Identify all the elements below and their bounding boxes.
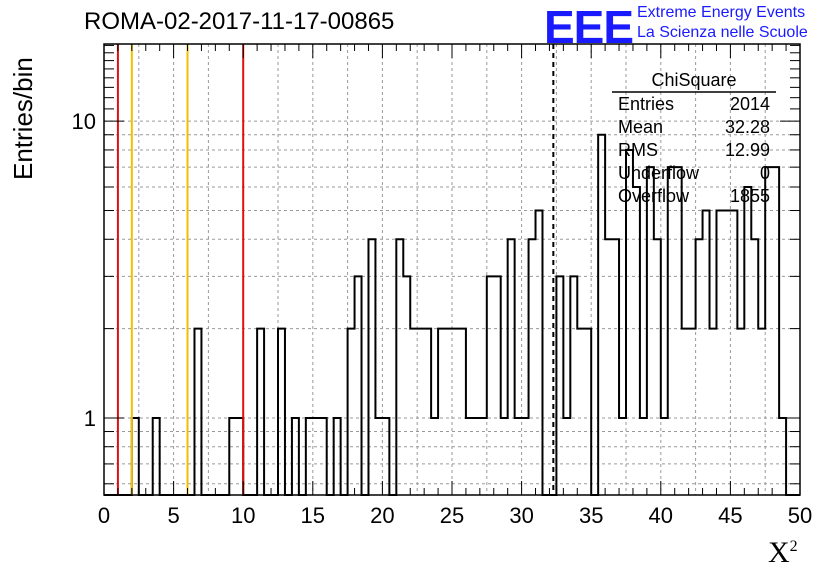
stats-row-label: RMS xyxy=(618,140,658,160)
x-tick-label: 20 xyxy=(370,503,394,528)
histogram-bin xyxy=(355,276,362,495)
histogram-bin xyxy=(278,329,285,495)
y-tick-label: 10 xyxy=(72,109,96,134)
stats-row-label: Underflow xyxy=(618,163,700,183)
histogram-bin xyxy=(696,239,703,495)
histogram-bin xyxy=(194,329,201,495)
x-tick-label: 15 xyxy=(301,503,325,528)
x-tick-label: 30 xyxy=(509,503,533,528)
x-axis-label: X2 xyxy=(768,536,798,570)
histogram-bin xyxy=(758,329,765,495)
histogram-bin xyxy=(494,276,501,495)
histogram-bin xyxy=(424,329,431,495)
histogram-bin xyxy=(612,239,619,495)
histogram-bin xyxy=(682,329,689,495)
branding-line-2: La Scienza nelle Scuole xyxy=(637,24,808,41)
histogram-bin xyxy=(668,167,675,495)
histogram-bin xyxy=(772,167,779,495)
histogram-bin xyxy=(403,276,410,495)
x-axis-label-base: X xyxy=(768,536,790,569)
histogram-bin xyxy=(605,239,612,495)
histogram-bin xyxy=(654,239,661,495)
stats-row-label: Overflow xyxy=(618,186,690,206)
x-tick-label: 45 xyxy=(718,503,742,528)
stats-row-label: Mean xyxy=(618,117,663,137)
histogram-bin xyxy=(257,329,264,495)
histogram-bin xyxy=(396,239,403,495)
histogram-bin xyxy=(703,211,710,495)
histogram-bin xyxy=(647,167,654,495)
histogram-bin xyxy=(410,329,417,495)
histogram-bin xyxy=(598,135,605,495)
histogram-bin xyxy=(675,167,682,495)
stats-row-label: Entries xyxy=(618,94,674,114)
x-tick-label: 50 xyxy=(788,503,812,528)
histogram-bin xyxy=(765,167,772,495)
stats-row-value: 12.99 xyxy=(725,140,770,160)
histogram-bin xyxy=(633,187,640,495)
stats-row-value: 32.28 xyxy=(725,117,770,137)
histogram-bin xyxy=(445,329,452,495)
x-tick-label: 35 xyxy=(579,503,603,528)
histogram-bin xyxy=(438,329,445,495)
histogram-bin xyxy=(577,329,584,495)
histogram-bin xyxy=(751,239,758,495)
histogram-bin xyxy=(487,276,494,495)
x-tick-label: 10 xyxy=(231,503,255,528)
x-tick-label: 0 xyxy=(98,503,110,528)
x-tick-label: 40 xyxy=(649,503,673,528)
stats-row-value: 1855 xyxy=(730,186,770,206)
y-tick-label: 1 xyxy=(84,406,96,431)
branding-line-1: Extreme Energy Events xyxy=(637,4,806,21)
stats-title: ChiSquare xyxy=(651,70,736,90)
histogram-bin xyxy=(744,187,751,495)
x-tick-label: 25 xyxy=(440,503,464,528)
histogram-bin xyxy=(689,329,696,495)
stats-row-value: 2014 xyxy=(730,94,770,114)
histogram-bin xyxy=(584,329,591,495)
histogram-bin xyxy=(348,329,355,495)
chart-title: ROMA-02-2017-11-17-00865 xyxy=(84,8,395,35)
histogram-bin xyxy=(417,329,424,495)
stats-row-value: 0 xyxy=(760,163,770,183)
x-axis-label-sup: 2 xyxy=(789,538,798,555)
histogram-bin xyxy=(452,329,459,495)
histogram-bin xyxy=(536,211,543,495)
histogram-bin xyxy=(570,276,577,495)
histogram-bin xyxy=(368,239,375,495)
histogram-bin xyxy=(737,329,744,495)
x-tick-label: 5 xyxy=(167,503,179,528)
histogram-bin xyxy=(730,211,737,495)
histogram-bin xyxy=(459,329,466,495)
histogram-bin xyxy=(508,239,515,495)
histogram-bin xyxy=(529,239,536,495)
histogram-bin xyxy=(710,329,717,495)
histogram-bin xyxy=(716,211,723,495)
histogram-bin xyxy=(556,276,563,495)
histogram-bin xyxy=(723,211,730,495)
